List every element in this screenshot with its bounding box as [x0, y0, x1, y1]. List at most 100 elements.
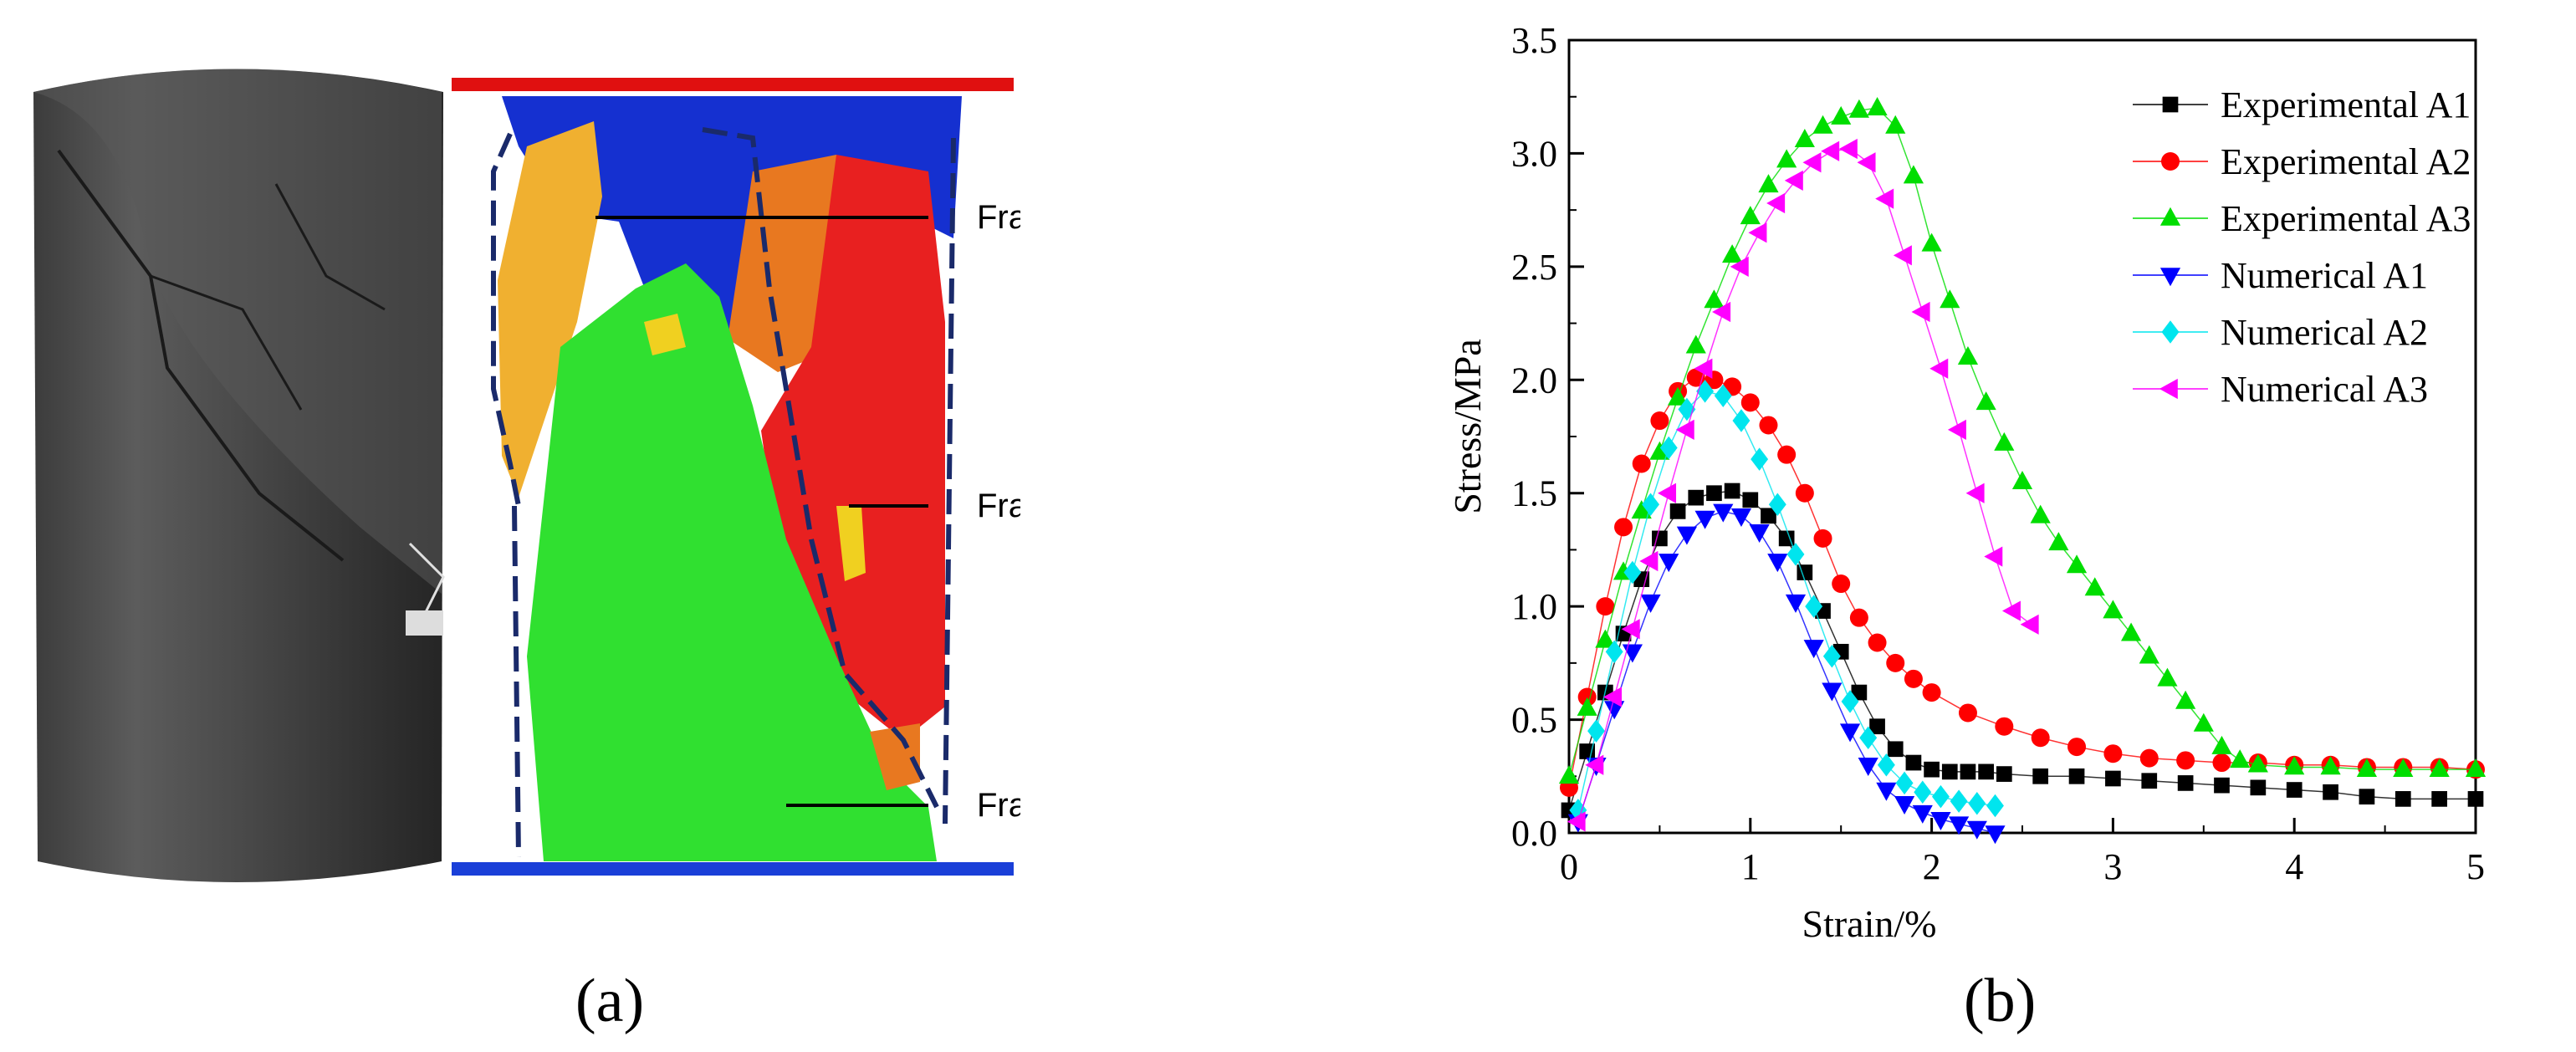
- data-point: [1869, 718, 1885, 735]
- data-point: [1930, 811, 1951, 830]
- data-point: [1587, 719, 1605, 743]
- data-point: [1685, 334, 1706, 354]
- data-point: [2020, 614, 2039, 635]
- data-point: [1669, 503, 1686, 519]
- legend-label: Experimental A1: [2221, 84, 2471, 125]
- legend-entry: Experimental A1: [2133, 84, 2471, 125]
- series-3: [1558, 97, 2487, 784]
- series-6: [1567, 138, 2039, 832]
- data-point: [2431, 791, 2447, 807]
- data-point: [1995, 717, 2014, 736]
- legend-marker: [2161, 152, 2180, 171]
- data-point: [1694, 358, 1713, 379]
- data-point: [2250, 779, 2267, 796]
- data-point: [1785, 594, 1807, 613]
- data-point: [1957, 346, 1979, 365]
- data-point: [1875, 188, 1894, 209]
- x-tick-label: 4: [2285, 846, 2303, 887]
- data-point: [1960, 763, 1976, 780]
- data-point: [1722, 244, 1743, 263]
- data-point: [1911, 301, 1930, 323]
- legend-label: Numerical A3: [2221, 369, 2428, 410]
- data-point: [1822, 644, 1841, 668]
- data-point: [2001, 600, 2021, 621]
- data-point: [1885, 115, 1906, 134]
- data-point: [1776, 149, 1797, 168]
- data-point: [1676, 526, 1698, 545]
- data-point: [2467, 791, 2484, 807]
- data-point: [1558, 765, 1580, 784]
- data-point: [1640, 594, 1661, 613]
- legend-marker: [2162, 96, 2179, 113]
- data-point: [1985, 825, 2006, 845]
- y-tick-label: 2.0: [1511, 360, 1557, 401]
- data-point: [2214, 777, 2230, 794]
- data-point: [1805, 595, 1823, 618]
- data-point: [2032, 768, 2049, 784]
- data-point: [2465, 758, 2487, 777]
- data-point: [1761, 508, 1776, 524]
- fragment-1-region: [498, 121, 602, 498]
- x-tick-label: 2: [1923, 846, 1941, 887]
- data-point: [1650, 411, 1669, 431]
- y-axis-title: Stress/MPa: [1446, 339, 1489, 514]
- data-point: [2247, 753, 2268, 773]
- data-point: [1903, 165, 1924, 184]
- data-point: [1922, 683, 1941, 702]
- data-point: [1639, 550, 1659, 572]
- data-point: [2105, 770, 2121, 787]
- legend-marker: [2159, 378, 2178, 400]
- data-point: [1849, 608, 1868, 627]
- data-point: [2393, 758, 2414, 777]
- data-point: [1867, 97, 1888, 116]
- data-point: [1659, 436, 1678, 460]
- data-point: [1839, 723, 1861, 743]
- legend-marker: [2159, 268, 2181, 287]
- data-point: [1595, 629, 1616, 648]
- legend-label: Experimental A3: [2221, 198, 2471, 239]
- data-point: [2359, 789, 2375, 805]
- y-tick-label: 3.5: [1511, 25, 1557, 61]
- data-point: [2030, 504, 2051, 523]
- data-point: [1704, 289, 1725, 309]
- data-point: [1877, 753, 1895, 777]
- data-point: [1858, 757, 1878, 776]
- chart-axes: 0 1 2 3 4 5 0.0 0.5 1.0 1.5 2.0 2.5 3.0 3.5: [1511, 25, 2485, 887]
- series-line: [1568, 490, 2476, 811]
- data-point: [2356, 758, 2378, 777]
- fragment-3-label: Fragment-3: [977, 787, 1020, 824]
- data-point: [2323, 784, 2338, 800]
- series-line: [1577, 148, 2032, 822]
- data-point: [1996, 766, 2012, 782]
- data-point: [1968, 792, 1986, 815]
- legend-label: Experimental A2: [2221, 141, 2471, 182]
- data-point: [1585, 754, 1604, 775]
- data-point: [2320, 756, 2341, 775]
- data-point: [1966, 820, 1987, 840]
- data-point: [1596, 597, 1615, 616]
- data-point: [1794, 128, 1815, 147]
- data-point: [2103, 744, 2123, 763]
- data-point: [1577, 697, 1597, 716]
- x-axis-title: Strain/%: [1802, 902, 1937, 945]
- data-point: [1851, 684, 1868, 701]
- data-point: [1751, 447, 1769, 471]
- data-point: [1748, 222, 1767, 243]
- data-point: [1767, 554, 1788, 573]
- data-point: [1975, 391, 1996, 411]
- panel-b-label: (b): [1964, 967, 2037, 1035]
- data-point: [2011, 470, 2033, 489]
- legend-entry: Numerical A2: [2133, 312, 2428, 353]
- data-point: [1921, 232, 1942, 252]
- x-tick-label: 3: [2103, 846, 2122, 887]
- data-point: [1994, 432, 2015, 451]
- data-point: [1658, 483, 1677, 503]
- data-point: [1567, 811, 1586, 832]
- data-point: [2139, 748, 2159, 768]
- x-tick-label: 0: [1560, 846, 1578, 887]
- data-point: [2193, 712, 2214, 732]
- data-point: [1895, 771, 1914, 795]
- data-point: [1876, 782, 1897, 801]
- data-point: [1766, 192, 1786, 214]
- series-line: [1568, 376, 2476, 788]
